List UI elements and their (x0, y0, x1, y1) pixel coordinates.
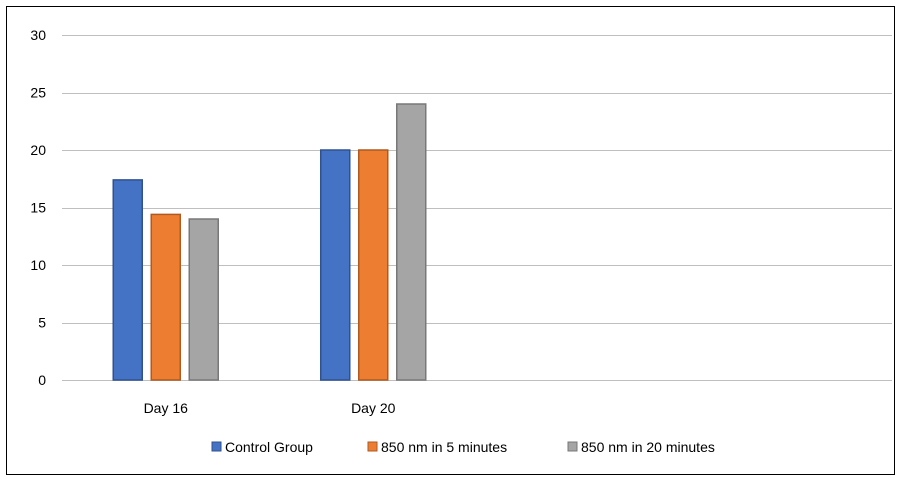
y-tick-label-5: 5 (38, 315, 46, 331)
x-tick-label-2: Day 20 (351, 400, 396, 416)
y-tick-label-25: 25 (30, 85, 46, 101)
legend-label-2: 850 nm in 5 minutes (381, 439, 507, 455)
x-axis-tick-labels: Day 16 Day 20 (144, 400, 396, 416)
bars (112, 103, 427, 381)
y-tick-label-30: 30 (30, 27, 46, 43)
x-tick-label-1: Day 16 (144, 400, 189, 416)
y-tick-label-20: 20 (30, 142, 46, 158)
legend-swatch-1 (211, 441, 222, 452)
y-tick-label-0: 0 (38, 372, 46, 388)
legend-label-1: Control Group (225, 439, 313, 455)
bar-1-3 (188, 218, 219, 381)
y-axis-tick-labels: 0 5 10 15 20 25 30 (30, 27, 46, 388)
legend-swatch-3 (567, 441, 578, 452)
legend: Control Group 850 nm in 5 minutes 850 nm i… (211, 439, 715, 455)
bar-2-1 (320, 149, 351, 381)
y-tick-label-15: 15 (30, 200, 46, 216)
legend-label-3: 850 nm in 20 minutes (581, 439, 715, 455)
y-tick-label-10: 10 (30, 257, 46, 273)
bar-2-3 (396, 103, 427, 381)
bar-2-2 (358, 149, 389, 381)
bar-1-1 (112, 179, 143, 381)
bar-1-2 (150, 213, 181, 381)
gridlines (62, 35, 892, 381)
legend-swatch-2 (367, 441, 378, 452)
